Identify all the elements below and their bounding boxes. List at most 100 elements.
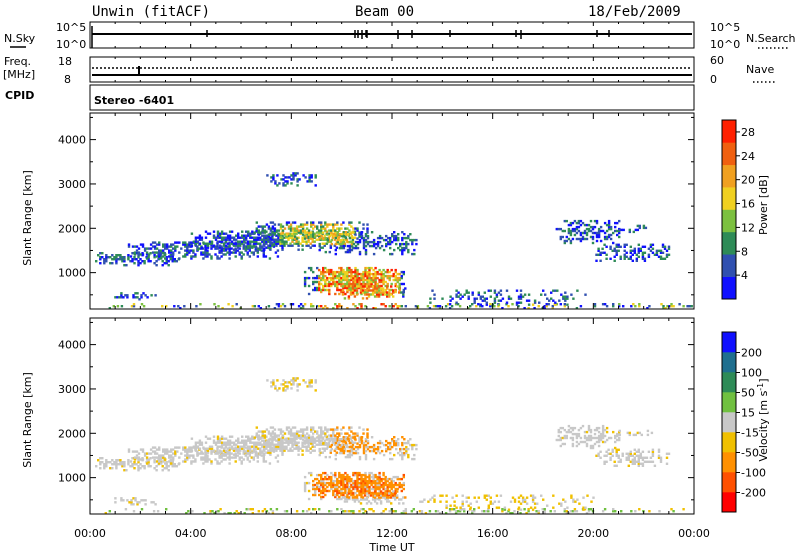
velocity-cell xyxy=(149,452,153,455)
velocity-cell xyxy=(559,426,563,430)
power-cell xyxy=(688,305,691,308)
velocity-cell xyxy=(164,462,167,465)
velocity-cell xyxy=(259,453,262,456)
power-cell xyxy=(342,282,345,286)
power-cell xyxy=(99,262,102,265)
velocity-cell xyxy=(212,441,216,444)
power-cell xyxy=(475,305,478,308)
power-cell xyxy=(487,289,491,292)
velocity-cell xyxy=(659,456,663,459)
velocity-cell xyxy=(107,461,110,464)
velocity-cell xyxy=(665,452,669,455)
velocity-cell xyxy=(137,469,140,472)
velocity-cell xyxy=(372,447,376,451)
power-cell xyxy=(247,242,250,245)
velocity-cell xyxy=(364,473,367,477)
power-cell xyxy=(297,236,300,239)
velocity-cell xyxy=(334,471,337,475)
power-cell xyxy=(381,293,385,296)
power-cell xyxy=(320,223,323,226)
power-cell xyxy=(299,223,303,226)
power-cell xyxy=(267,238,270,241)
power-cell xyxy=(362,280,365,284)
power-cell xyxy=(397,236,400,240)
velocity-cell xyxy=(517,496,521,499)
power-cell xyxy=(272,174,275,177)
power-cell xyxy=(344,272,347,276)
power-cell xyxy=(243,236,246,239)
power-cell xyxy=(218,251,221,254)
power-cell xyxy=(320,221,323,224)
velocity-cell xyxy=(267,445,270,448)
power-cell xyxy=(238,251,241,254)
power-cell xyxy=(279,223,283,226)
power-cell xyxy=(378,286,381,290)
power-cell xyxy=(619,245,622,248)
velocity-cell xyxy=(273,447,276,450)
velocity-cell xyxy=(109,461,112,464)
velocity-cell xyxy=(605,454,608,457)
velocity-cell xyxy=(585,442,589,446)
velocity-cell xyxy=(370,475,373,479)
velocity-cell xyxy=(206,456,209,459)
velocity-cell xyxy=(314,491,317,495)
power-cell xyxy=(609,245,612,248)
power-cell xyxy=(354,268,357,272)
velocity-cell xyxy=(259,436,263,439)
power-cell xyxy=(163,252,166,255)
velocity-cell xyxy=(571,432,575,436)
velocity-cell xyxy=(335,451,339,454)
power-cell xyxy=(336,276,339,280)
power-cell xyxy=(312,288,315,292)
power-cell xyxy=(371,291,375,294)
velocity-cell xyxy=(386,479,389,483)
power-cell xyxy=(281,234,284,237)
power-cell xyxy=(465,289,468,292)
velocity-cell xyxy=(295,447,298,450)
velocity-cell xyxy=(352,436,355,439)
velocity-cell xyxy=(289,432,293,435)
velocity-cell xyxy=(633,448,637,451)
power-cell xyxy=(320,225,323,228)
velocity-cell xyxy=(392,485,395,489)
power-cell xyxy=(373,291,377,294)
velocity-cell xyxy=(571,442,575,446)
power-cell xyxy=(394,284,397,288)
power-cell xyxy=(145,247,149,250)
velocity-cell xyxy=(599,438,603,442)
power-cell xyxy=(230,251,233,254)
velocity-cell xyxy=(641,456,645,459)
power-cell xyxy=(301,240,304,243)
velocity-cell xyxy=(122,499,125,502)
velocity-cell xyxy=(228,452,231,455)
power-cell xyxy=(239,240,242,243)
velocity-cell xyxy=(527,510,530,513)
power-cell xyxy=(271,227,275,230)
power-cell xyxy=(551,305,555,308)
velocity-cell xyxy=(340,438,344,441)
velocity-cell xyxy=(218,439,222,442)
velocity-cell xyxy=(307,449,310,452)
velocity-cell xyxy=(247,439,250,442)
velocity-cell xyxy=(325,435,329,438)
velocity-cell xyxy=(390,483,393,487)
velocity-cell xyxy=(517,500,521,503)
velocity-cell xyxy=(359,490,363,493)
velocity-cell xyxy=(99,467,102,470)
velocity-cell xyxy=(230,441,234,444)
velocity-cell xyxy=(322,432,325,435)
velocity-cell xyxy=(332,434,335,437)
power-cell xyxy=(615,251,618,254)
velocity-cell xyxy=(151,446,155,449)
power-cell xyxy=(366,242,370,246)
velocity-cell xyxy=(111,467,114,470)
power-cell xyxy=(527,299,531,302)
power-cell xyxy=(368,276,371,280)
power-cell xyxy=(567,227,571,231)
power-cell xyxy=(322,266,325,270)
power-cell xyxy=(237,236,240,239)
power-cell xyxy=(591,225,595,229)
velocity-cell xyxy=(334,479,337,483)
power-cell xyxy=(597,249,600,252)
velocity-cell xyxy=(103,465,106,468)
